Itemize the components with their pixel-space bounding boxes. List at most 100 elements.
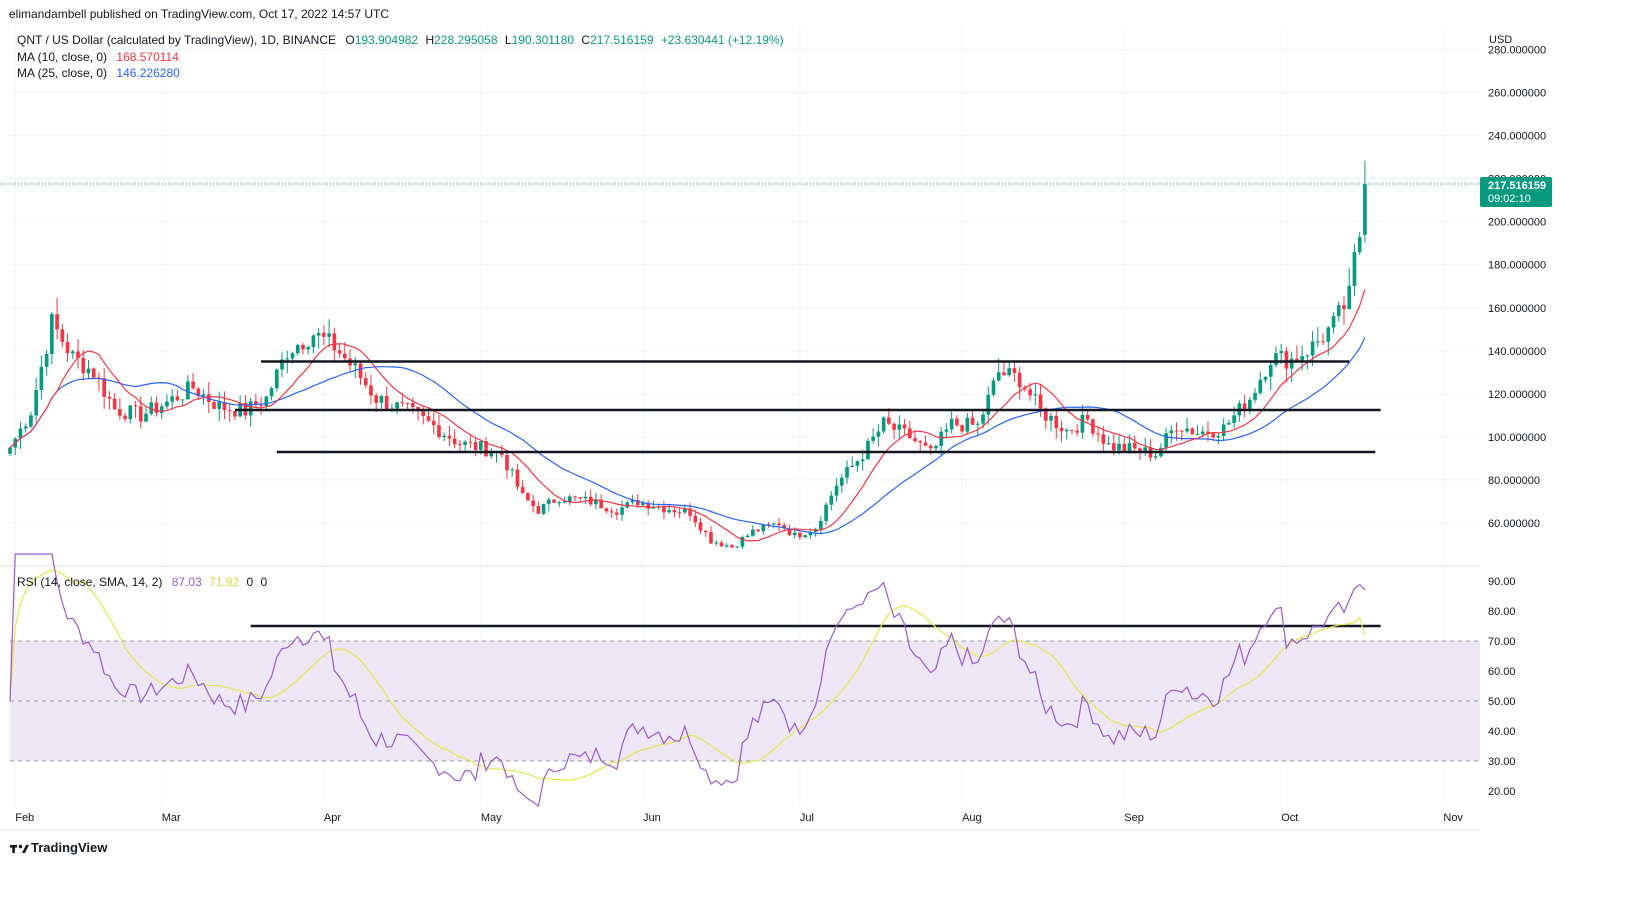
candle[interactable] bbox=[1190, 427, 1195, 435]
candle[interactable] bbox=[892, 422, 896, 440]
candle[interactable] bbox=[233, 410, 237, 421]
candle[interactable] bbox=[149, 396, 154, 416]
candle[interactable] bbox=[588, 489, 593, 507]
support-resistance-lines[interactable] bbox=[234, 360, 1381, 628]
candle[interactable] bbox=[437, 414, 441, 440]
candle[interactable] bbox=[615, 508, 619, 521]
candle[interactable] bbox=[1295, 345, 1299, 363]
candle[interactable] bbox=[447, 425, 452, 446]
candle[interactable] bbox=[735, 545, 739, 549]
candle[interactable] bbox=[259, 396, 263, 415]
candle[interactable] bbox=[871, 428, 875, 444]
candle[interactable] bbox=[981, 410, 985, 429]
candle[interactable] bbox=[510, 467, 515, 477]
candle[interactable] bbox=[855, 460, 860, 472]
candle[interactable] bbox=[1064, 427, 1069, 440]
candle[interactable] bbox=[1159, 443, 1163, 458]
candle[interactable] bbox=[1091, 417, 1095, 437]
candle[interactable] bbox=[1227, 419, 1231, 426]
candle[interactable] bbox=[374, 392, 379, 412]
candle[interactable] bbox=[625, 500, 630, 509]
candle[interactable] bbox=[761, 523, 766, 535]
candle[interactable] bbox=[442, 432, 447, 442]
candle[interactable] bbox=[798, 531, 802, 540]
candle[interactable] bbox=[112, 393, 117, 411]
candle[interactable] bbox=[562, 496, 567, 504]
candle[interactable] bbox=[536, 501, 541, 514]
candle[interactable] bbox=[133, 401, 138, 419]
candle[interactable] bbox=[1315, 327, 1320, 347]
candle[interactable] bbox=[102, 367, 106, 409]
candle[interactable] bbox=[902, 419, 907, 435]
candle[interactable] bbox=[295, 343, 300, 356]
candle[interactable] bbox=[369, 374, 373, 405]
candle[interactable] bbox=[238, 395, 243, 418]
candle[interactable] bbox=[91, 367, 96, 380]
candle[interactable] bbox=[1096, 426, 1100, 442]
candle[interactable] bbox=[604, 507, 609, 514]
candle[interactable] bbox=[1321, 333, 1325, 346]
candle[interactable] bbox=[1002, 360, 1006, 376]
candle[interactable] bbox=[1331, 312, 1336, 334]
candle[interactable] bbox=[1274, 346, 1278, 368]
candle[interactable] bbox=[1206, 421, 1210, 442]
candle[interactable] bbox=[745, 533, 750, 538]
candle[interactable] bbox=[342, 342, 347, 363]
candle[interactable] bbox=[384, 386, 389, 410]
candle[interactable] bbox=[1059, 420, 1064, 442]
candle[interactable] bbox=[70, 349, 75, 360]
candle[interactable] bbox=[1070, 429, 1074, 435]
candle[interactable] bbox=[400, 393, 405, 407]
candle[interactable] bbox=[1106, 435, 1111, 446]
candle[interactable] bbox=[1054, 408, 1059, 439]
candle[interactable] bbox=[520, 479, 525, 494]
candle[interactable] bbox=[975, 421, 980, 436]
candle[interactable] bbox=[306, 345, 311, 355]
candle[interactable] bbox=[55, 297, 59, 340]
candle[interactable] bbox=[751, 525, 755, 537]
candle[interactable] bbox=[1258, 371, 1263, 395]
candle[interactable] bbox=[693, 510, 698, 528]
candle[interactable] bbox=[829, 491, 834, 511]
candle[interactable] bbox=[567, 494, 572, 506]
candle[interactable] bbox=[1363, 160, 1367, 243]
candle[interactable] bbox=[248, 397, 253, 427]
candle[interactable] bbox=[824, 502, 828, 526]
candle[interactable] bbox=[881, 416, 886, 434]
candle[interactable] bbox=[552, 499, 556, 504]
candle[interactable] bbox=[907, 420, 912, 440]
candle[interactable] bbox=[703, 530, 708, 537]
candle[interactable] bbox=[960, 424, 964, 434]
candle[interactable] bbox=[1012, 359, 1017, 382]
candle[interactable] bbox=[594, 492, 598, 510]
candle[interactable] bbox=[970, 410, 975, 425]
candle[interactable] bbox=[1033, 384, 1038, 406]
candle[interactable] bbox=[991, 377, 996, 397]
candle[interactable] bbox=[1289, 351, 1294, 383]
candle[interactable] bbox=[395, 402, 399, 415]
candle[interactable] bbox=[719, 540, 724, 548]
candle[interactable] bbox=[405, 402, 410, 410]
candlestick-series[interactable] bbox=[8, 160, 1367, 550]
candle[interactable] bbox=[1075, 424, 1080, 437]
candle[interactable] bbox=[546, 497, 551, 512]
candle[interactable] bbox=[170, 388, 175, 410]
candle[interactable] bbox=[913, 430, 917, 443]
candle[interactable] bbox=[222, 391, 227, 420]
candle[interactable] bbox=[196, 387, 201, 401]
candle[interactable] bbox=[97, 372, 101, 391]
candle[interactable] bbox=[819, 516, 823, 535]
candle[interactable] bbox=[505, 452, 509, 479]
candle[interactable] bbox=[254, 393, 258, 407]
candle[interactable] bbox=[860, 449, 865, 471]
candle[interactable] bbox=[839, 474, 844, 493]
candle[interactable] bbox=[337, 343, 342, 358]
candle[interactable] bbox=[1263, 376, 1268, 383]
price-axis[interactable]: 60.000000 80.000000 100.000000 120.000000 14… bbox=[1488, 45, 1546, 530]
candle[interactable] bbox=[34, 377, 38, 423]
candle[interactable] bbox=[672, 507, 677, 518]
candle[interactable] bbox=[866, 438, 870, 460]
candle[interactable] bbox=[280, 352, 284, 377]
ma25-legend[interactable]: MA (25, close, 0) 146.226280 bbox=[17, 66, 180, 80]
candle[interactable] bbox=[322, 325, 326, 345]
